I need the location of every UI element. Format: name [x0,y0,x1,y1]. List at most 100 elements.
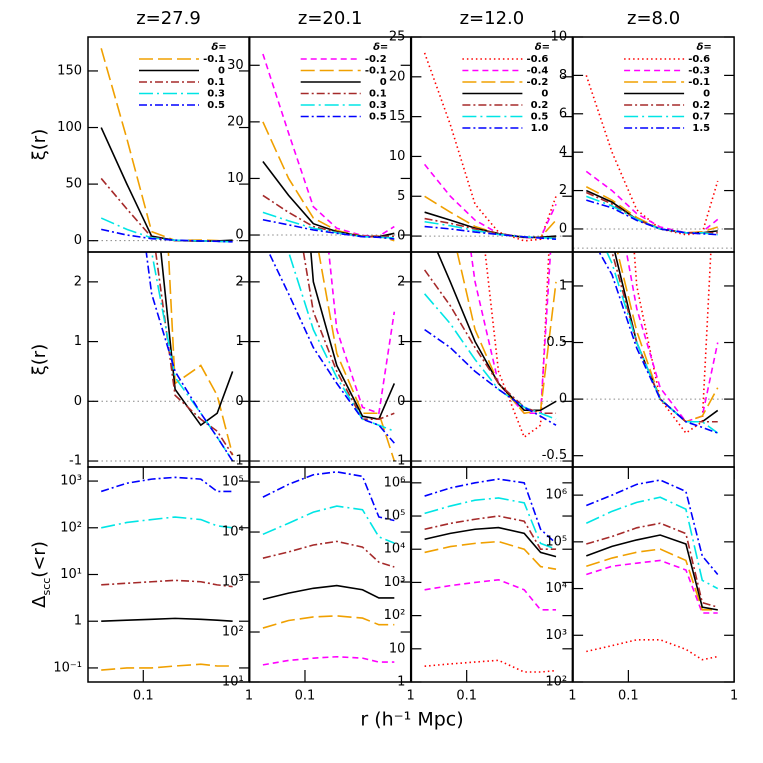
y-tick-label: 6 [559,106,567,121]
legend-label: 0.7 [692,112,710,123]
y-tick-label: 0.5 [546,335,567,350]
y-tick-label: -1 [392,454,405,469]
legend-label: 0 [703,89,710,100]
x-tick-label: 0.1 [133,689,154,704]
y-tick-label: 10¹ [222,675,244,690]
legend-label: 0.1 [369,89,387,100]
y-tick-label: 10⁻¹ [53,660,82,675]
legend-label: -0.6 [527,54,549,65]
plot-area [262,471,395,666]
series-line [100,476,233,493]
legend-label: -0.6 [688,54,710,65]
legend-label: -0.3 [688,66,710,77]
series-line [586,639,718,661]
y-tick-label: 1 [559,278,567,293]
series-line [267,252,395,444]
y-tick-label: 15 [389,109,406,124]
y-tick-label: 5 [397,189,405,204]
legend-label: 0 [541,89,548,100]
y-axis-label: Δscc(<r) [29,541,53,608]
series-line [101,617,233,623]
series-line [424,578,557,611]
series-line [424,515,557,551]
plot-area [88,252,249,462]
y-tick-label: 0 [559,221,567,236]
y-tick-label: 10 [551,30,568,45]
y-tick-label: 0 [74,394,82,409]
series-line [424,540,557,570]
x-tick-label: 0.1 [295,689,316,704]
legend-label: 0.3 [207,89,225,100]
y-tick-label: 10³ [222,575,244,590]
panel-title: z=8.0 [627,8,680,29]
plot-area [573,75,735,249]
panel-title: z=27.9 [136,8,201,29]
y-axis-label: ξ(r) [29,129,50,160]
legend-label: 0 [218,66,225,77]
legend-label: -0.1 [203,54,225,65]
series-line [262,584,395,601]
y-tick-label: 10 [227,171,244,186]
y-tick-label: 4 [559,145,567,160]
series-line [262,540,395,568]
y-tick-label: 10⁵ [222,475,244,490]
legend-label: -0.1 [688,77,710,88]
y-tick-label: 10³ [384,575,406,590]
series-line [317,252,396,462]
legend-label: 1.0 [531,123,549,134]
legend-label: 0.5 [207,100,225,111]
y-axis-label-part: Δ [29,595,50,608]
y-tick-label: 1 [397,334,405,349]
series-line [611,252,718,423]
series-line [302,252,395,421]
y-tick-label: 100 [57,120,82,135]
legend-title: δ= [696,42,711,53]
y-tick-label: 10² [60,520,82,535]
series-line [586,522,718,608]
panel-title: z=12.0 [460,8,525,29]
y-tick-label: 1 [74,334,82,349]
series-line [586,559,718,614]
series-line [424,293,557,420]
y-tick-label: 10 [389,149,406,164]
legend-label: -0.2 [365,54,387,65]
series-line [424,220,557,240]
x-tick-label: 0.1 [456,689,477,704]
y-tick-label: 10⁴ [545,581,567,596]
y-tick-label: 25 [389,30,406,45]
y-tick-label: 0 [559,392,567,407]
legend-label: -0.4 [527,66,549,77]
series-line [154,252,234,456]
plot-area [424,478,557,673]
plot-area [88,48,249,243]
plot-area [249,53,411,242]
legend-title: δ= [535,42,550,53]
y-tick-label: 20 [389,69,406,84]
series-line [262,218,395,240]
series-line [586,479,719,576]
legend-label: 0.5 [369,112,387,123]
legend-label: 0.3 [369,100,387,111]
series-line [424,526,557,558]
y-tick-label: 150 [57,63,82,78]
y-tick-label: 1 [235,334,243,349]
plot-area [100,476,233,671]
y-tick-label: 0 [235,228,243,243]
y-tick-label: 10² [384,608,406,623]
y-tick-label: 1 [397,675,405,690]
y-axis-label: ξ(r) [29,344,50,375]
series-line [101,579,233,588]
series-line [101,228,233,243]
series-line [586,195,718,236]
y-tick-label: 2 [559,183,567,198]
series-line [101,663,233,671]
plot-area [411,52,573,242]
plot-area [249,252,411,462]
series-line [423,52,557,242]
series-line [287,252,395,432]
y-tick-label: 10² [222,625,244,640]
series-line [160,252,234,427]
y-tick-label: -1 [69,454,82,469]
y-tick-label: 0 [235,394,243,409]
x-tick-label: 1 [245,689,253,704]
